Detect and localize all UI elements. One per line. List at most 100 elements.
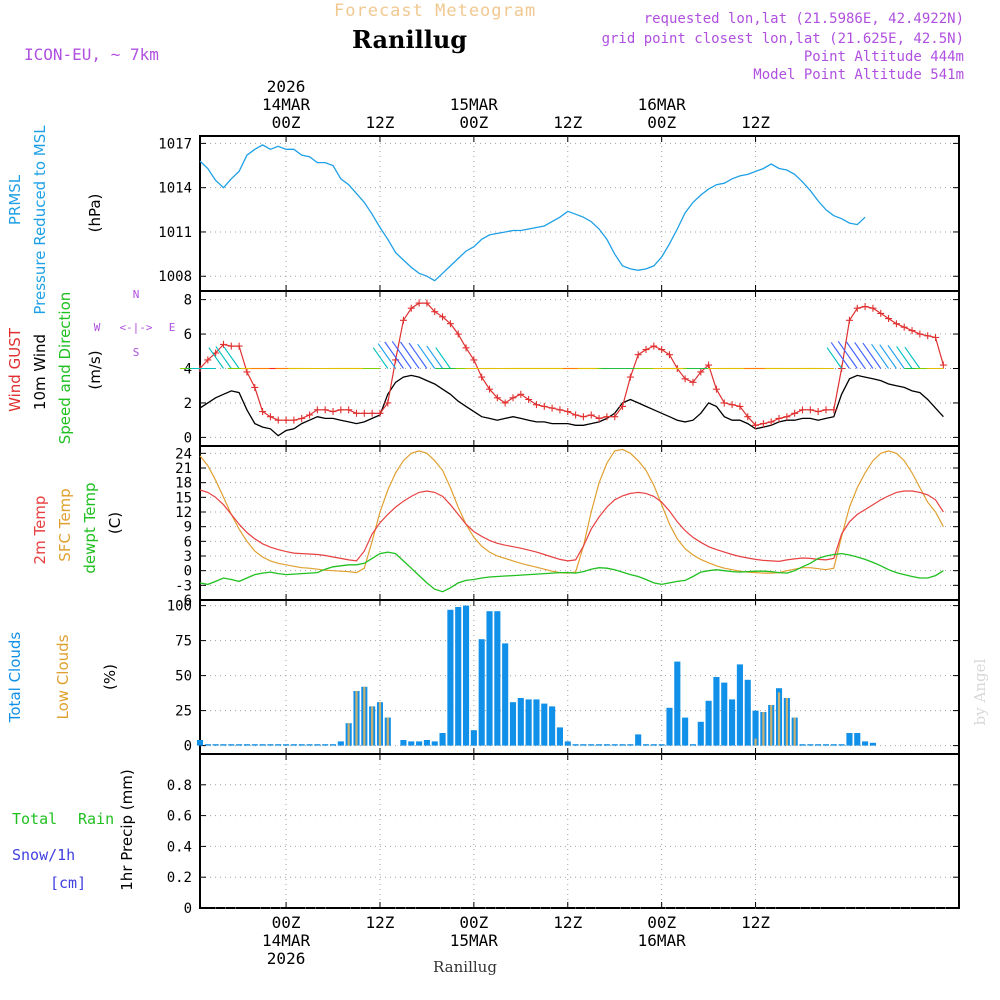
wind-gust-marker [259,408,267,416]
total-clouds-bar [674,661,681,746]
compass-arrows: <-|-> [119,321,152,334]
temperature-y-tick-label: 6 [184,534,192,550]
total-clouds-bar [322,744,329,746]
temp-2m-line [199,489,944,563]
wind-direction-arrow [896,346,913,369]
pressure-y-tick-label: 1017 [158,136,192,152]
top-time-label-hour: 00Z [647,113,676,132]
top-time-label-hour: 12Z [741,113,770,132]
top-time-label-hour: 12Z [366,113,395,132]
wind-gust-marker [478,373,486,381]
total-clouds-bar [220,744,227,746]
wind-gust-marker [454,330,462,338]
total-clouds-bar [267,744,274,746]
wind-gust-marker [509,394,517,402]
wind-gust-marker [532,401,540,409]
wind-gust-marker [360,409,368,417]
wind-gust-marker [830,406,838,414]
total-clouds-bar [666,707,673,746]
bottom-time-label-date: 14MAR [262,931,311,950]
wind-gust-marker [908,327,916,335]
wind-gust-marker [282,416,290,424]
wind-gust-marker [767,418,775,426]
clouds-y-tick-label: 50 [175,669,192,685]
wind-unit-label: (m/s) [86,350,104,389]
total-clouds-bar [423,740,430,746]
total-clouds-bar [243,744,251,746]
total-clouds-bar [721,682,728,746]
total-clouds-bar [329,744,337,746]
temperature-y-tick-label: 3 [184,549,192,565]
precip-label-snow: Snow/1h [12,846,75,864]
precip-label-rain: Rain [78,810,114,828]
total-clouds-bar [564,741,571,746]
total-clouds-bar [807,744,814,746]
pressure-label-long: Pressure Reduced to MSL [31,125,49,315]
total-clouds-bar [580,744,587,746]
model-altitude: Model Point Altitude 541m [753,67,964,83]
top-time-label-date: 16MAR [638,95,687,114]
chart-title: Ranillug [352,25,467,54]
temperature-y-tick-label: 0 [184,564,192,580]
wind-10m-line [199,374,944,437]
wind-direction-arrow [208,347,224,369]
total-clouds-bar [611,744,618,746]
temp-label-2m: 2m Temp [31,496,49,565]
total-clouds-bar [517,698,524,746]
bottom-time-label-hour: 00Z [459,913,488,932]
wind-direction-arrow [400,341,420,369]
bottom-time-label-hour: 12Z [741,913,770,932]
total-clouds-bar [815,744,822,746]
wind-gust-marker [274,416,282,424]
wind-gust-marker [932,334,940,341]
total-clouds-bar [642,744,650,746]
wind-gust-marker [540,402,548,410]
total-clouds-bar [846,733,853,746]
precip-y-tick-label: 0.2 [167,870,192,886]
total-clouds-bar [462,605,470,746]
precip-y-tick-label: 0.4 [167,839,192,855]
total-clouds-bar [838,744,845,746]
top-time-label-hour: 00Z [272,113,301,132]
point-altitude: Point Altitude 444m [804,49,964,65]
wind-gust-marker [579,413,587,421]
wind-gust-marker [775,414,783,422]
total-clouds-bar [251,744,258,746]
wind-gust-marker [650,342,658,350]
total-clouds-bar [431,741,438,746]
wind-gust-marker [572,411,580,419]
wind-gust-marker [439,313,447,321]
total-clouds-bar [212,744,219,746]
temperature-y-tick-label: 9 [184,520,192,536]
total-clouds-bar [502,643,509,746]
precip-label-total: Total [12,810,57,828]
wind-gust-marker [877,309,885,317]
total-clouds-bar [455,607,462,746]
pressure-y-tick-label: 1011 [158,225,192,241]
wind-gust-marker [900,323,908,331]
low-clouds-bar [363,686,366,746]
precip-unit-label: 1hr Precip (mm) [118,769,136,890]
top-time-label-date: 14MAR [262,95,311,114]
total-clouds-bar [236,744,243,746]
wind-gust-marker [759,420,767,428]
total-clouds-bar [736,664,743,746]
total-clouds-bar [549,706,556,746]
wind-gust-marker [407,304,415,312]
bottom-time-label-hour: 12Z [553,913,582,932]
wind-gust-marker [352,409,360,417]
wind-direction-arrow [826,347,843,369]
wind-gust-marker [446,320,454,328]
temperature-y-tick-label: -3 [175,578,192,594]
wind-direction-arrow [391,340,412,369]
dewpt-temp-line [199,551,944,593]
wind-gust-marker [587,411,595,419]
wind-direction-arrow [904,346,921,369]
clouds-y-tick-label: 0 [184,739,192,755]
total-clouds-bar [556,727,563,746]
total-clouds-bar [298,744,305,746]
top-time-label-date: 15MAR [450,95,499,114]
top-time-label-year: 2026 [267,77,306,96]
wind-gust-marker [916,330,924,338]
temperature-y-tick-label: 12 [175,505,192,521]
